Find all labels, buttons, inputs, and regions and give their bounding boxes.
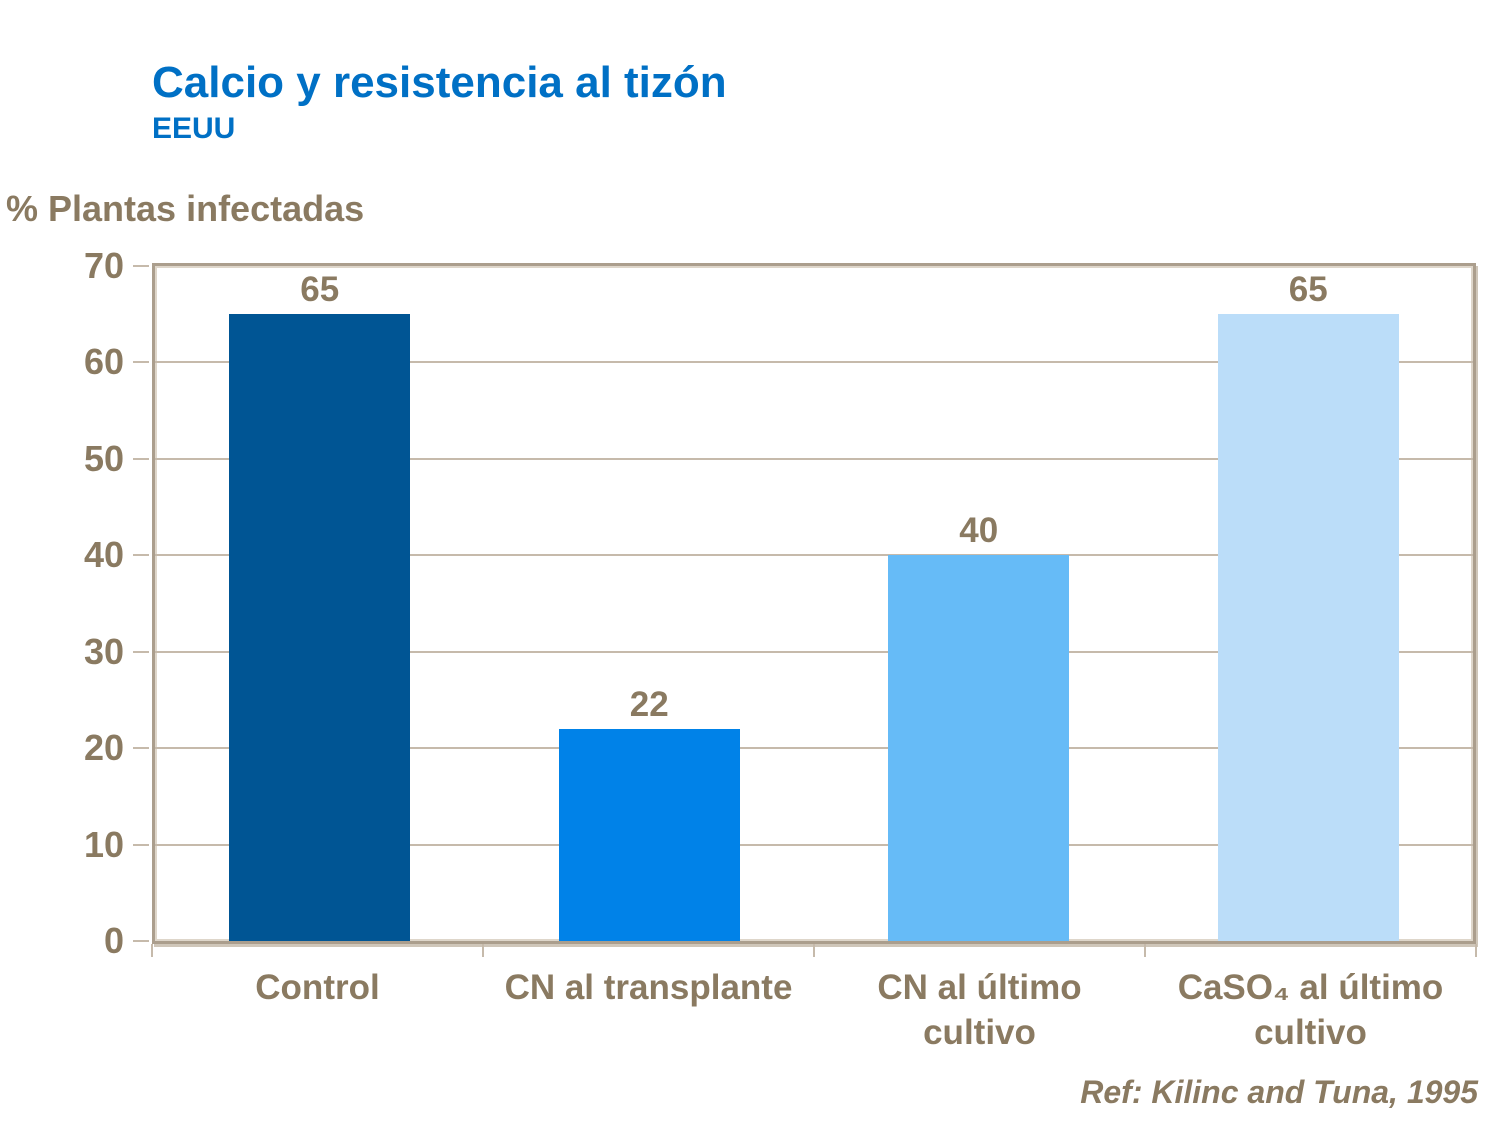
gridline-30	[155, 650, 1473, 653]
gridline-40	[155, 554, 1473, 557]
x-tick-mark-0	[151, 944, 153, 957]
bar-column-cn-al-ultimo-cultivo: 40	[814, 266, 1144, 941]
slide-title: Calcio y resistencia al tizón	[152, 58, 727, 107]
bar-value-label-cn-al-ultimo-cultivo: 40	[959, 511, 999, 551]
x-axis-ticks	[151, 944, 1477, 958]
y-tick-mark-20	[133, 747, 149, 750]
bar-value-label-cn-al-transplante: 22	[629, 684, 669, 724]
bar-column-control: 65	[155, 266, 485, 941]
y-tick-label-10: 10	[83, 823, 124, 865]
y-tick-mark-50	[133, 457, 149, 460]
y-axis: 0 10 20 30 40 50 60 70	[0, 248, 152, 959]
bar-value-label-control: 65	[300, 270, 340, 310]
plot-area: 65 22 40 65	[152, 263, 1476, 944]
x-tick-mark-2	[813, 944, 815, 957]
y-tick-label-70: 70	[83, 245, 124, 286]
x-axis-labels: Control CN al transplante CN al último cul…	[152, 966, 1476, 1056]
bar-column-caso-al-ultimo-cultivo: 65	[1144, 266, 1474, 941]
bar-cn-al-transplante	[558, 728, 740, 941]
y-tick-mark-0	[133, 940, 149, 942]
gridline-20	[155, 747, 1473, 750]
gridline-60	[155, 361, 1473, 364]
x-category-label-cn-al-transplante: CN al transplante	[504, 968, 793, 1007]
bar-cn-al-ultimo-cultivo	[888, 555, 1070, 941]
y-tick-mark-40	[133, 554, 149, 557]
bar-value-label-caso-al-ultimo-cultivo: 65	[1288, 270, 1328, 310]
y-tick-label-60: 60	[83, 341, 124, 383]
y-tick-mark-70	[133, 265, 149, 267]
gridline-10	[155, 843, 1473, 846]
bar-control	[229, 314, 411, 941]
x-tick-mark-4	[1475, 944, 1477, 957]
y-tick-label-30: 30	[83, 630, 124, 672]
y-tick-label-50: 50	[83, 437, 124, 479]
slide-subtitle: EEUU	[152, 112, 236, 145]
bar-series: 65 22 40 65	[155, 266, 1473, 941]
gridline-50	[155, 457, 1473, 460]
x-category-label-control: Control	[255, 968, 380, 1007]
y-axis-title: % Plantas infectadas	[6, 188, 365, 229]
x-category-label-cn-al-ultimo-cultivo: CN al último cultivo	[877, 968, 1082, 1052]
y-tick-mark-30	[133, 650, 149, 653]
y-tick-label-20: 20	[83, 727, 124, 769]
x-tick-mark-1	[482, 944, 484, 957]
y-tick-label-40: 40	[83, 534, 124, 576]
y-tick-mark-10	[133, 843, 149, 846]
y-tick-label-0: 0	[103, 920, 124, 961]
bar-caso-al-ultimo-cultivo	[1217, 314, 1399, 941]
x-category-label-caso-al-ultimo-cultivo: CaSO₄ al último cultivo	[1177, 968, 1444, 1052]
reference-citation: Ref: Kilinc and Tuna, 1995	[1080, 1074, 1478, 1110]
y-tick-mark-60	[133, 361, 149, 364]
bar-column-cn-al-transplante: 22	[485, 266, 815, 941]
x-tick-mark-3	[1144, 944, 1146, 957]
